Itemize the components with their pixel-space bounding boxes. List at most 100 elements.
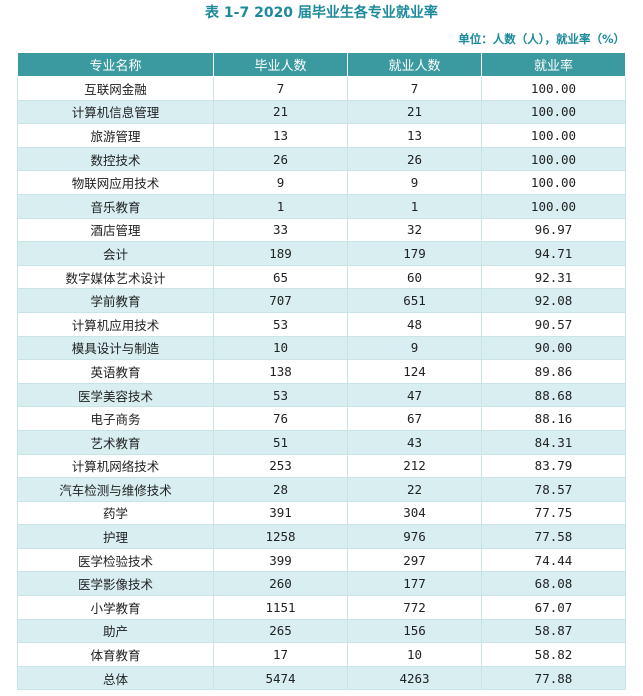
cell-major: 计算机信息管理 xyxy=(17,99,214,125)
table-row: 汽车检测与维修技术 28 22 78.57 xyxy=(17,477,626,502)
cell-rate: 100.00 xyxy=(481,170,626,195)
cell-rate: 67.07 xyxy=(481,595,626,620)
cell-graduates: 391 xyxy=(213,500,348,526)
cell-employed: 124 xyxy=(347,359,482,384)
cell-major: 酒店管理 xyxy=(17,217,214,243)
cell-employed: 7 xyxy=(347,76,482,101)
cell-major: 护理 xyxy=(17,524,214,549)
cell-major: 小学教育 xyxy=(17,595,214,620)
table-row: 数字媒体艺术设计 65 60 92.31 xyxy=(17,264,626,290)
cell-rate: 74.44 xyxy=(481,547,626,573)
cell-rate: 100.00 xyxy=(481,146,626,172)
cell-employed: 48 xyxy=(347,311,482,337)
cell-graduates: 9 xyxy=(213,170,348,195)
cell-rate: 100.00 xyxy=(481,99,626,125)
cell-rate: 88.68 xyxy=(481,382,626,408)
cell-rate: 77.58 xyxy=(481,524,626,549)
cell-rate: 77.75 xyxy=(481,500,626,526)
table-row: 计算机应用技术 53 48 90.57 xyxy=(17,311,626,337)
cell-employed: 47 xyxy=(347,382,482,408)
cell-graduates: 28 xyxy=(213,477,348,502)
cell-major: 医学美容技术 xyxy=(17,382,214,408)
cell-rate: 94.71 xyxy=(481,241,626,266)
table-row: 会计 189 179 94.71 xyxy=(17,241,626,266)
cell-rate: 88.16 xyxy=(481,406,626,431)
cell-graduates: 65 xyxy=(213,264,348,290)
table-row: 旅游管理 13 13 100.00 xyxy=(17,123,626,148)
cell-employed: 67 xyxy=(347,406,482,431)
cell-graduates: 1258 xyxy=(213,524,348,549)
table-row: 互联网金融 7 7 100.00 xyxy=(17,76,626,101)
cell-major: 计算机应用技术 xyxy=(17,311,214,337)
table-row: 英语教育 138 124 89.86 xyxy=(17,359,626,384)
cell-major: 学前教育 xyxy=(17,288,214,313)
cell-graduates: 10 xyxy=(213,335,348,361)
cell-major: 汽车检测与维修技术 xyxy=(17,477,214,502)
table-row: 医学检验技术 399 297 74.44 xyxy=(17,547,626,573)
cell-employed: 304 xyxy=(347,500,482,526)
table-row: 医学影像技术 260 177 68.08 xyxy=(17,571,626,597)
cell-major: 物联网应用技术 xyxy=(17,170,214,195)
cell-employed: 43 xyxy=(347,429,482,455)
cell-rate: 84.31 xyxy=(481,429,626,455)
cell-rate: 92.08 xyxy=(481,288,626,313)
cell-graduates: 253 xyxy=(213,453,348,479)
table-row: 音乐教育 1 1 100.00 xyxy=(17,193,626,219)
cell-major: 英语教育 xyxy=(17,359,214,384)
cell-major: 体育教育 xyxy=(17,642,214,667)
cell-graduates: 51 xyxy=(213,429,348,455)
cell-graduates: 26 xyxy=(213,146,348,172)
cell-rate: 90.00 xyxy=(481,335,626,361)
table-row: 计算机网络技术 253 212 83.79 xyxy=(17,453,626,479)
cell-major: 音乐教育 xyxy=(17,193,214,219)
cell-employed: 10 xyxy=(347,642,482,667)
cell-employed: 212 xyxy=(347,453,482,479)
table-row: 艺术教育 51 43 84.31 xyxy=(17,429,626,455)
table-row: 药学 391 304 77.75 xyxy=(17,500,626,526)
cell-graduates: 76 xyxy=(213,406,348,431)
column-header-graduates: 毕业人数 xyxy=(213,52,348,77)
table-row: 助产 265 156 58.87 xyxy=(17,618,626,644)
cell-employed: 26 xyxy=(347,146,482,172)
cell-rate: 78.57 xyxy=(481,477,626,502)
cell-employed: 9 xyxy=(347,170,482,195)
cell-graduates: 1 xyxy=(213,193,348,219)
cell-employed: 32 xyxy=(347,217,482,243)
cell-major: 会计 xyxy=(17,241,214,266)
cell-employed: 772 xyxy=(347,595,482,620)
cell-graduates: 7 xyxy=(213,76,348,101)
cell-rate: 83.79 xyxy=(481,453,626,479)
cell-employed: 60 xyxy=(347,264,482,290)
employment-rate-table: 专业名称 毕业人数 就业人数 就业率 互联网金融 7 7 100.00 计算机信息管理 2… xyxy=(17,52,626,691)
cell-employed: 21 xyxy=(347,99,482,125)
cell-graduates: 5474 xyxy=(213,665,348,691)
cell-major: 数控技术 xyxy=(17,146,214,172)
cell-rate: 58.82 xyxy=(481,642,626,667)
cell-employed: 4263 xyxy=(347,665,482,691)
cell-major: 模具设计与制造 xyxy=(17,335,214,361)
cell-graduates: 13 xyxy=(213,123,348,148)
table-title: 表 1-7 2020 届毕业生各专业就业率 xyxy=(205,5,438,21)
cell-graduates: 53 xyxy=(213,311,348,337)
table-row: 数控技术 26 26 100.00 xyxy=(17,146,626,172)
cell-employed: 1 xyxy=(347,193,482,219)
cell-major: 医学检验技术 xyxy=(17,547,214,573)
cell-rate: 100.00 xyxy=(481,76,626,101)
cell-employed: 179 xyxy=(347,241,482,266)
cell-graduates: 1151 xyxy=(213,595,348,620)
cell-graduates: 53 xyxy=(213,382,348,408)
cell-graduates: 707 xyxy=(213,288,348,313)
cell-employed: 297 xyxy=(347,547,482,573)
cell-graduates: 138 xyxy=(213,359,348,384)
cell-employed: 976 xyxy=(347,524,482,549)
cell-major: 总体 xyxy=(17,665,214,691)
cell-major: 艺术教育 xyxy=(17,429,214,455)
table-row: 体育教育 17 10 58.82 xyxy=(17,642,626,667)
cell-rate: 92.31 xyxy=(481,264,626,290)
cell-rate: 77.88 xyxy=(481,665,626,691)
cell-rate: 96.97 xyxy=(481,217,626,243)
table-row: 小学教育 1151 772 67.07 xyxy=(17,595,626,620)
cell-major: 旅游管理 xyxy=(17,123,214,148)
unit-note: 单位：人数（人），就业率（%） xyxy=(458,32,625,46)
